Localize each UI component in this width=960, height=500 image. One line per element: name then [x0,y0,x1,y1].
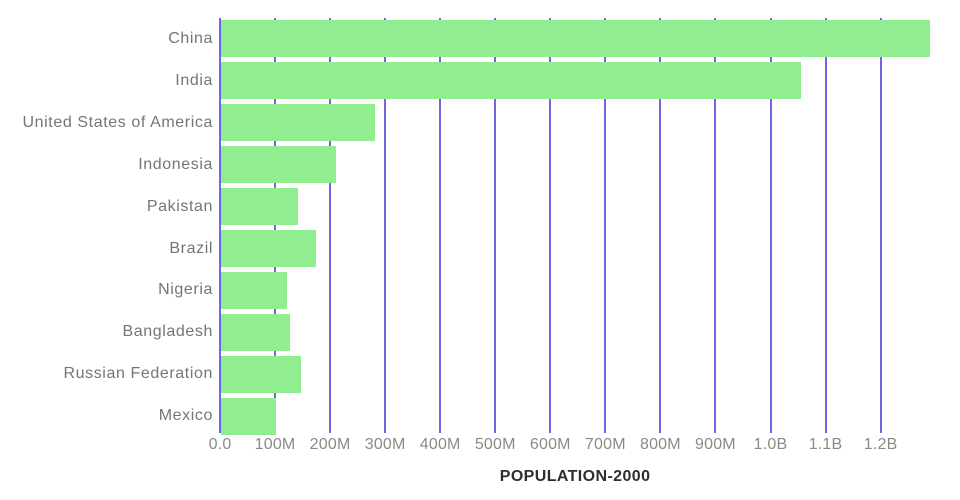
bar-china [221,20,931,58]
bar-pakistan [221,188,299,226]
category-label-china: China [168,30,213,47]
gridline-500m [494,18,497,433]
gridline-900m [714,18,717,433]
category-label-bangladesh: Bangladesh [122,323,213,341]
gridline-800m [659,18,662,433]
x-tick-label-700m: 700M [584,436,626,453]
x-tick-label-500m: 500M [474,436,516,453]
x-tick-label-300m: 300M [364,436,406,453]
gridline-0-0 [219,18,221,433]
gridline-1-0b [769,18,772,433]
gridline-300m [384,18,387,433]
gridline-1-2b [879,18,882,433]
category-label-brazil: Brazil [169,239,213,257]
bar-bangladesh [221,313,290,351]
gridline-600m [549,18,552,433]
category-label-mexico: Mexico [158,407,213,425]
x-tick-label-1-2b: 1.2B [863,436,898,453]
category-label-india: India [175,71,213,89]
gridline-1-1b [824,18,827,433]
x-tick-label-100m: 100M [254,436,296,453]
x-tick-label-600m: 600M [529,436,571,453]
x-tick-label-1-1b: 1.1B [808,436,843,453]
chart-title: POPULATION-2000 [499,468,651,485]
x-tick-label-900m: 900M [695,436,736,453]
bar-mexico [221,397,276,435]
bar-nigeria [221,271,288,309]
x-tick-label-0-0: 0.0 [208,436,232,453]
category-label-united-states-of-america: United States of America [22,113,213,131]
bar-united-states-of-america [221,104,375,142]
x-tick-label-200m: 200M [309,436,351,453]
bar-indonesia [221,146,337,184]
bar-india [221,62,801,100]
category-label-russian-federation: Russian Federation [63,365,213,383]
bar-russian-federation [221,355,301,393]
x-tick-label-400m: 400M [419,436,461,453]
gridline-700m [604,18,607,433]
category-label-nigeria: Nigeria [158,281,213,299]
gridline-100m [274,18,277,433]
x-tick-label-800m: 800M [639,436,681,453]
category-label-indonesia: Indonesia [138,155,213,173]
category-label-pakistan: Pakistan [146,197,213,215]
gridline-200m [329,18,332,433]
x-tick-label-1-0b: 1.0B [753,436,788,453]
gridline-400m [439,18,442,433]
bar-brazil [221,229,317,267]
